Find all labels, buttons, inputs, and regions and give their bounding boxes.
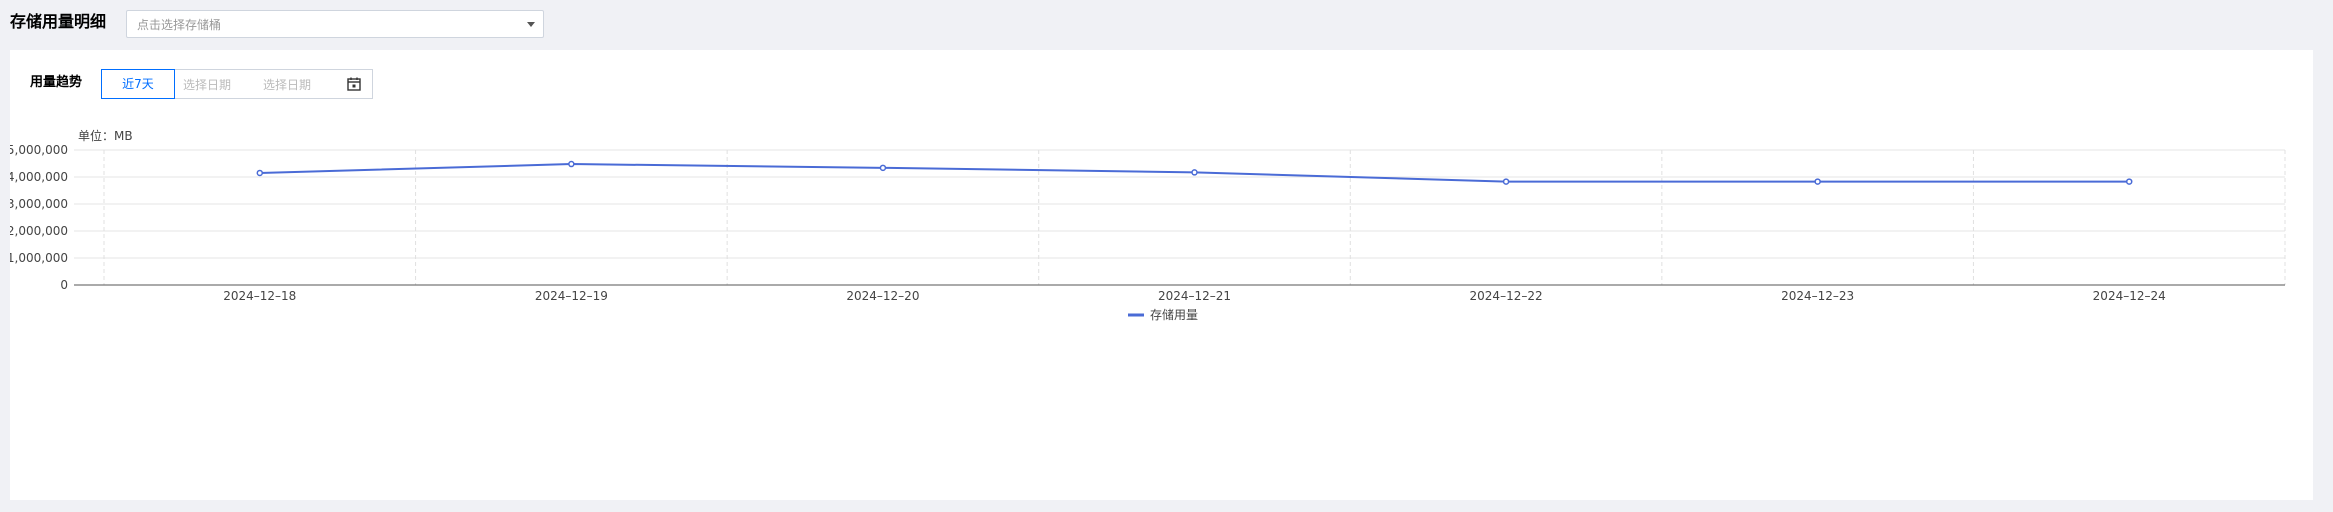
x-tick-label: 2024–12–20: [846, 289, 919, 303]
y-tick-label: 0: [60, 278, 68, 292]
y-tick-label: 5,000,000: [10, 143, 68, 157]
date-range-picker[interactable]: 选择日期 选择日期: [175, 69, 373, 99]
legend-label: 存储用量: [1150, 307, 1198, 322]
y-tick-label: 4,000,000: [10, 170, 68, 184]
last-7-days-button[interactable]: 近7天: [101, 69, 175, 99]
x-tick-label: 2024–12–23: [1781, 289, 1854, 303]
x-tick-label: 2024–12–18: [223, 289, 296, 303]
y-tick-label: 1,000,000: [10, 251, 68, 265]
data-point: [1502, 178, 1510, 185]
x-tick-label: 2024–12–22: [1470, 289, 1543, 303]
trend-label: 用量趋势: [30, 75, 83, 90]
bucket-select-placeholder: 点击选择存储桶: [137, 18, 222, 32]
y-tick-label: 2,000,000: [10, 224, 68, 238]
data-point: [2125, 178, 2133, 185]
page-title: 存储用量明细: [10, 12, 107, 31]
x-tick-label: 2024–12–21: [1158, 289, 1231, 303]
bucket-select[interactable]: 点击选择存储桶: [126, 10, 544, 38]
calendar-icon[interactable]: [346, 76, 362, 92]
y-tick-label: 3,000,000: [10, 197, 68, 211]
x-tick-label: 2024–12–19: [535, 289, 608, 303]
data-point: [879, 164, 887, 172]
data-point: [568, 160, 575, 168]
start-date-input[interactable]: 选择日期: [183, 78, 232, 92]
unit-label: 单位：MB: [78, 128, 133, 143]
data-point: [1191, 169, 1198, 176]
usage-card: 用量趋势 近7天 选择日期 选择日期 单位：MB 0 1,000,000 2,000,…: [10, 50, 2313, 500]
top-bar: 存储用量明细 点击选择存储桶: [0, 0, 2333, 48]
chevron-down-icon: [527, 22, 535, 27]
end-date-input[interactable]: 选择日期: [263, 78, 312, 92]
date-range-group: 近7天 选择日期 选择日期: [101, 69, 373, 99]
usage-line-chart: 单位：MB 0 1,000,000 2,000,000 3,000,000 4,000,0…: [10, 128, 2286, 322]
data-point: [1814, 178, 1821, 185]
x-tick-label: 2024–12–24: [2093, 289, 2166, 303]
data-point: [256, 169, 264, 177]
